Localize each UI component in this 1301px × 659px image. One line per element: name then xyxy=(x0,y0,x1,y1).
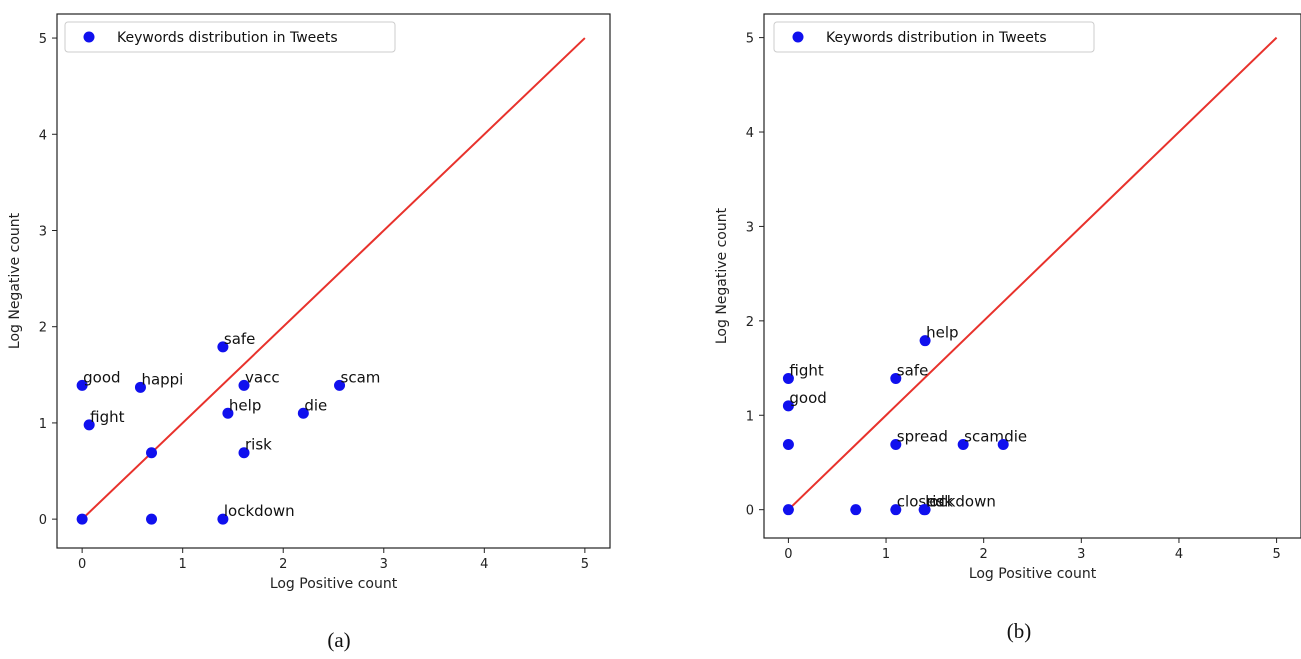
y-axis-title: Log Negative count xyxy=(7,212,23,349)
point-label-spread: spread xyxy=(897,428,948,446)
x-tick-label: 0 xyxy=(784,547,792,562)
point-label-safe: safe xyxy=(224,330,256,348)
point-label-scam: scam xyxy=(341,368,381,386)
data-point xyxy=(134,381,146,393)
data-point xyxy=(890,372,902,384)
y-tick-label: 0 xyxy=(39,513,47,528)
data-point xyxy=(334,379,346,391)
y-tick-label: 1 xyxy=(746,409,754,424)
y-tick-label: 0 xyxy=(746,504,754,519)
point-label-good: good xyxy=(789,389,826,407)
reference-line xyxy=(787,36,1278,511)
reference-line xyxy=(81,37,586,520)
x-tick-label: 2 xyxy=(980,547,988,562)
point-label-help: help xyxy=(926,324,958,342)
legend-marker xyxy=(792,31,804,43)
point-label-lockdown: lockdown xyxy=(224,502,295,520)
y-tick-label: 5 xyxy=(39,32,47,47)
y-tick-label: 3 xyxy=(746,220,754,235)
point-label-safe: safe xyxy=(897,361,929,379)
point-label-help: help xyxy=(229,396,261,414)
legend-marker xyxy=(83,31,95,43)
data-point xyxy=(782,439,794,451)
legend-label: Keywords distribution in Tweets xyxy=(826,30,1047,46)
data-point xyxy=(850,504,862,516)
point-label-die: die xyxy=(304,396,327,414)
x-tick-label: 5 xyxy=(581,557,589,572)
y-tick-label: 4 xyxy=(746,126,754,141)
y-tick-label: 2 xyxy=(746,315,754,330)
point-label-lockdown: lockdown xyxy=(925,493,996,511)
legend-box xyxy=(64,21,396,53)
data-point xyxy=(76,513,88,525)
data-point xyxy=(83,419,95,431)
data-point xyxy=(238,379,250,391)
y-tick-label: 5 xyxy=(746,32,754,47)
point-label-risk: risk xyxy=(245,436,272,454)
point-label-good: good xyxy=(83,368,120,386)
x-tick-label: 1 xyxy=(179,557,187,572)
data-point xyxy=(890,504,902,516)
data-point xyxy=(222,407,234,419)
y-axis-title: Log Negative count xyxy=(714,207,730,344)
data-point xyxy=(997,439,1009,451)
point-label-die: die xyxy=(1004,428,1027,446)
point-label-fight: fight xyxy=(789,361,823,379)
data-point xyxy=(146,513,158,525)
plot-area-frame xyxy=(763,13,1301,539)
data-point xyxy=(297,407,309,419)
data-point xyxy=(146,447,158,459)
y-tick-label: 3 xyxy=(39,224,47,239)
y-tick-label: 4 xyxy=(39,128,47,143)
x-tick-label: 0 xyxy=(78,557,86,572)
point-label-happi: happi xyxy=(141,370,183,388)
data-point xyxy=(782,400,794,412)
chart-panel-a: 0 1 2 3 4 5 0 1 2 3 4 5 Log Positive count Log Negati… xyxy=(7,13,611,652)
x-tick-label: 4 xyxy=(480,557,488,572)
data-point xyxy=(919,504,931,516)
x-tick-label: 3 xyxy=(380,557,388,572)
y-tick-label: 1 xyxy=(39,417,47,432)
x-axis-title: Log Positive count xyxy=(270,576,398,592)
point-label-fight: fight xyxy=(90,408,124,426)
x-axis-title: Log Positive count xyxy=(969,566,1097,582)
panel-caption: (a) xyxy=(327,628,350,652)
data-point xyxy=(782,504,794,516)
data-point xyxy=(782,372,794,384)
legend-label: Keywords distribution in Tweets xyxy=(117,30,338,46)
x-tick-label: 3 xyxy=(1077,547,1085,562)
y-tick-label: 2 xyxy=(39,321,47,336)
point-label-risk: risk xyxy=(926,493,953,511)
data-point xyxy=(919,335,931,347)
legend-box xyxy=(773,21,1095,53)
data-point xyxy=(238,447,250,459)
data-point xyxy=(890,439,902,451)
x-tick-label: 4 xyxy=(1175,547,1183,562)
x-tick-label: 2 xyxy=(279,557,287,572)
data-point xyxy=(217,513,229,525)
x-tick-label: 1 xyxy=(882,547,890,562)
data-point xyxy=(76,379,88,391)
plot-area-frame xyxy=(56,13,611,549)
data-point xyxy=(957,439,969,451)
chart-panel-b: 0 1 2 3 4 5 0 1 2 3 4 5 Log Positive count Log Negati… xyxy=(714,13,1301,643)
point-label-vacc: vacc xyxy=(245,368,280,386)
point-label-scam: scam xyxy=(964,428,1004,446)
panel-caption: (b) xyxy=(1007,619,1032,643)
x-tick-label: 5 xyxy=(1272,547,1280,562)
point-label-closed: closed xyxy=(897,493,945,511)
data-point xyxy=(217,341,229,353)
